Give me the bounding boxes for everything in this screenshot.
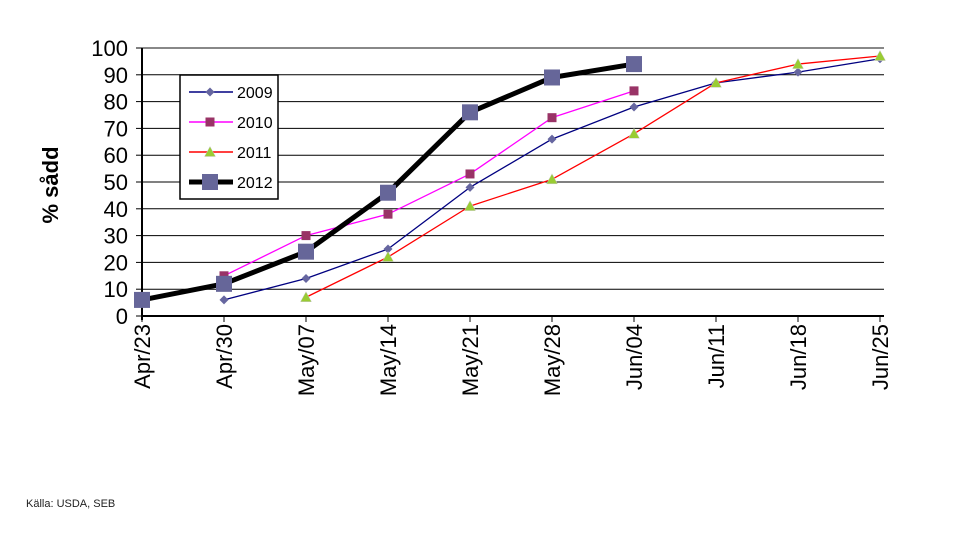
- data-point-square: [205, 117, 215, 127]
- source-note: Källa: USDA, SEB: [26, 498, 116, 510]
- data-point-square: [216, 275, 232, 292]
- data-point-square: [219, 271, 229, 281]
- data-point-triangle: [874, 50, 886, 61]
- data-point-square: [547, 113, 557, 123]
- series-line: [223, 90, 635, 277]
- series-2011: [300, 50, 886, 302]
- data-point-triangle: [710, 76, 722, 88]
- series-line: [305, 55, 881, 298]
- data-point-square: [465, 169, 475, 179]
- y-tick-label: 90: [104, 63, 128, 88]
- y-tick-label: 70: [104, 116, 128, 141]
- y-tick-label: 50: [104, 170, 128, 195]
- y-tick-label: 60: [104, 143, 128, 168]
- data-point-square: [301, 231, 311, 241]
- data-point-diamond: [205, 87, 215, 97]
- data-point-diamond: [301, 273, 311, 283]
- data-point-triangle: [628, 127, 640, 139]
- data-point-square: [383, 209, 393, 219]
- data-point-square: [544, 69, 560, 86]
- data-point-square: [629, 86, 639, 96]
- y-tick-label: 30: [104, 224, 128, 249]
- y-tick-label: 80: [104, 90, 128, 115]
- y-tick-label: 100: [91, 36, 128, 61]
- data-point-diamond: [465, 182, 475, 192]
- data-point-triangle: [300, 291, 312, 302]
- data-point-diamond: [629, 102, 639, 112]
- legend-label: 2010: [237, 115, 273, 132]
- data-point-diamond: [219, 295, 229, 305]
- x-tick-label: Jun/04: [622, 324, 647, 390]
- data-point-square: [626, 56, 642, 73]
- legend: 2009 2010 2011 2012: [179, 74, 279, 200]
- x-tick-label: Apr/30: [212, 324, 237, 389]
- y-axis-label: % sådd: [38, 146, 63, 223]
- x-tick-label: May/28: [540, 324, 565, 396]
- data-point-diamond: [547, 134, 557, 144]
- data-point-triangle: [792, 58, 804, 69]
- data-point-square: [298, 243, 314, 260]
- data-point-square: [202, 174, 218, 190]
- x-tick-label: May/14: [376, 324, 401, 396]
- data-point-triangle: [382, 251, 394, 262]
- data-point-square: [380, 184, 396, 201]
- data-point-triangle: [464, 200, 476, 211]
- legend-label: 2009: [237, 85, 273, 102]
- series-2012: [134, 56, 642, 308]
- series-2009: [219, 54, 885, 305]
- x-tick-label: Jun/25: [868, 324, 893, 390]
- x-tick-label: Jun/11: [704, 324, 729, 388]
- data-point-square: [134, 291, 150, 308]
- data-point-triangle: [204, 145, 216, 157]
- legend-box: [179, 74, 279, 200]
- legend-label: 2012: [237, 175, 273, 192]
- legend-label: 2011: [237, 145, 272, 162]
- y-tick-label: 20: [104, 250, 128, 275]
- x-tick-label: May/07: [294, 324, 319, 396]
- x-tick-label: May/21: [458, 324, 483, 396]
- y-tick-label: 10: [104, 277, 128, 302]
- data-point-diamond: [793, 67, 803, 77]
- y-tick-label: 40: [104, 197, 128, 222]
- data-point-diamond: [383, 244, 393, 254]
- data-point-triangle: [546, 173, 558, 185]
- data-point-square: [462, 104, 478, 121]
- x-tick-label: Apr/23: [130, 324, 155, 389]
- series-2010: [219, 86, 639, 281]
- x-tick-label: Jun/18: [786, 324, 811, 390]
- y-tick-label: 0: [116, 304, 128, 329]
